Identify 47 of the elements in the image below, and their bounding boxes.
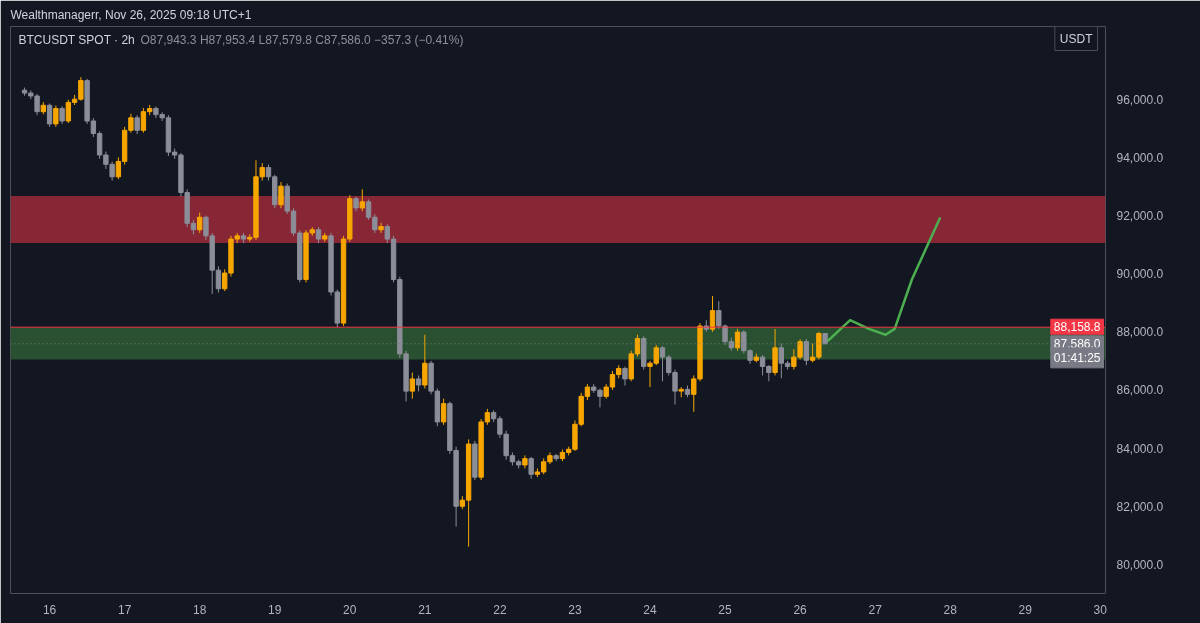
candlestick <box>378 222 384 234</box>
candlestick <box>278 181 284 209</box>
candlestick <box>734 328 741 352</box>
candlestick <box>409 372 416 400</box>
x-tick-label: 20 <box>343 602 357 617</box>
y-tick-label: 96,000.0 <box>1116 92 1164 107</box>
y-tick-label: 84,000.0 <box>1116 441 1164 456</box>
ref-line-label: 88,158.8 <box>1053 320 1101 335</box>
y-tick-label: 92,000.0 <box>1116 209 1164 223</box>
line-series <box>826 217 942 342</box>
x-tick-label: 26 <box>793 602 808 617</box>
x-tick-label: 19 <box>268 602 282 617</box>
candlestick <box>53 105 59 128</box>
x-tick-label: 18 <box>193 602 207 617</box>
x-tick-label: 30 <box>1093 602 1108 617</box>
y-tick-label: 94,000.0 <box>1116 150 1164 165</box>
text: Wealthmanagerr, Nov 26, 2025 09:18 UTC+1 <box>10 7 252 22</box>
x-tick-label: 16 <box>42 602 57 617</box>
y-tick-label: 80,000.0 <box>1116 557 1164 572</box>
text: BTCUSDT SPOT · 2h <box>18 32 135 47</box>
candlestick <box>46 103 53 128</box>
x-tick-label: 29 <box>1018 602 1033 617</box>
y-tick-label: 88,000.0 <box>1116 325 1164 340</box>
x-tick-label: 17 <box>117 602 132 617</box>
candlestick <box>359 188 365 212</box>
y-tick-label: 86,000.0 <box>1116 383 1164 398</box>
candlestick <box>440 398 447 426</box>
x-tick-label: 28 <box>943 602 958 617</box>
candlestick <box>622 366 628 387</box>
annotation: 01:41:25 <box>1053 350 1101 365</box>
candlestick <box>422 334 428 390</box>
candlestick <box>803 338 810 366</box>
ref-line-label: 87,586.0 <box>1053 336 1101 351</box>
annotation: USDT <box>1059 31 1094 46</box>
candlestick <box>134 114 140 135</box>
y-tick-label: 82,000.0 <box>1116 499 1164 514</box>
x-tick-label: 27 <box>868 602 883 617</box>
candlestick <box>528 456 534 480</box>
candlestick <box>709 295 716 333</box>
text: O87,943.3 H87,953.4 L87,579.8 C87,586.0 −357.3 (−0.41%) <box>140 32 464 47</box>
candlestick <box>197 212 203 234</box>
x-tick-label: 23 <box>568 602 582 617</box>
x-tick-label: 25 <box>718 602 733 617</box>
x-tick-label: 24 <box>643 602 657 617</box>
x-tick-label: 22 <box>493 602 507 617</box>
y-tick-label: 90,000.0 <box>1116 267 1164 282</box>
x-tick-label: 21 <box>418 602 432 617</box>
